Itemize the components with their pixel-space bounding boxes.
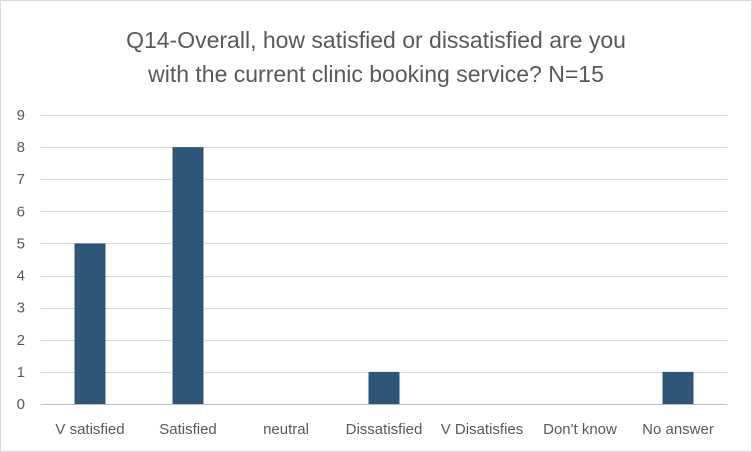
bars — [74, 147, 694, 404]
bar — [74, 243, 106, 404]
x-category-label: neutral — [263, 421, 309, 438]
y-tick-label: 4 — [17, 268, 25, 285]
y-tick-label: 1 — [17, 364, 25, 381]
y-tick-label: 3 — [17, 300, 25, 317]
x-category-label: V satisfied — [55, 421, 124, 438]
bar — [662, 371, 694, 404]
chart-title-line-2: with the current clinic booking service?… — [147, 61, 604, 87]
bar — [368, 371, 400, 404]
x-axis-categories: V satisfied Satisfied neutral Dissatisfied V… — [55, 421, 713, 438]
y-tick-label: 5 — [17, 235, 25, 252]
chart-title-line-1: Q14-Overall, how satisfied or dissatisfi… — [126, 27, 626, 53]
x-category-label: V Disatisfies — [441, 421, 524, 438]
y-tick-label: 2 — [17, 332, 25, 349]
y-tick-label: 6 — [17, 203, 25, 220]
y-tick-label: 8 — [17, 139, 25, 156]
y-tick-label: 7 — [17, 171, 25, 188]
y-tick-label: 0 — [17, 396, 25, 413]
gridlines — [41, 115, 727, 405]
bar — [172, 147, 204, 404]
y-tick-label: 9 — [17, 107, 25, 124]
x-category-label: No answer — [642, 421, 714, 438]
x-category-label: Dissatisfied — [346, 421, 423, 438]
x-category-label: Don't know — [543, 421, 617, 438]
x-category-label: Satisfied — [159, 421, 217, 438]
y-axis-ticks: 0 1 2 3 4 5 6 7 8 9 — [17, 107, 25, 413]
